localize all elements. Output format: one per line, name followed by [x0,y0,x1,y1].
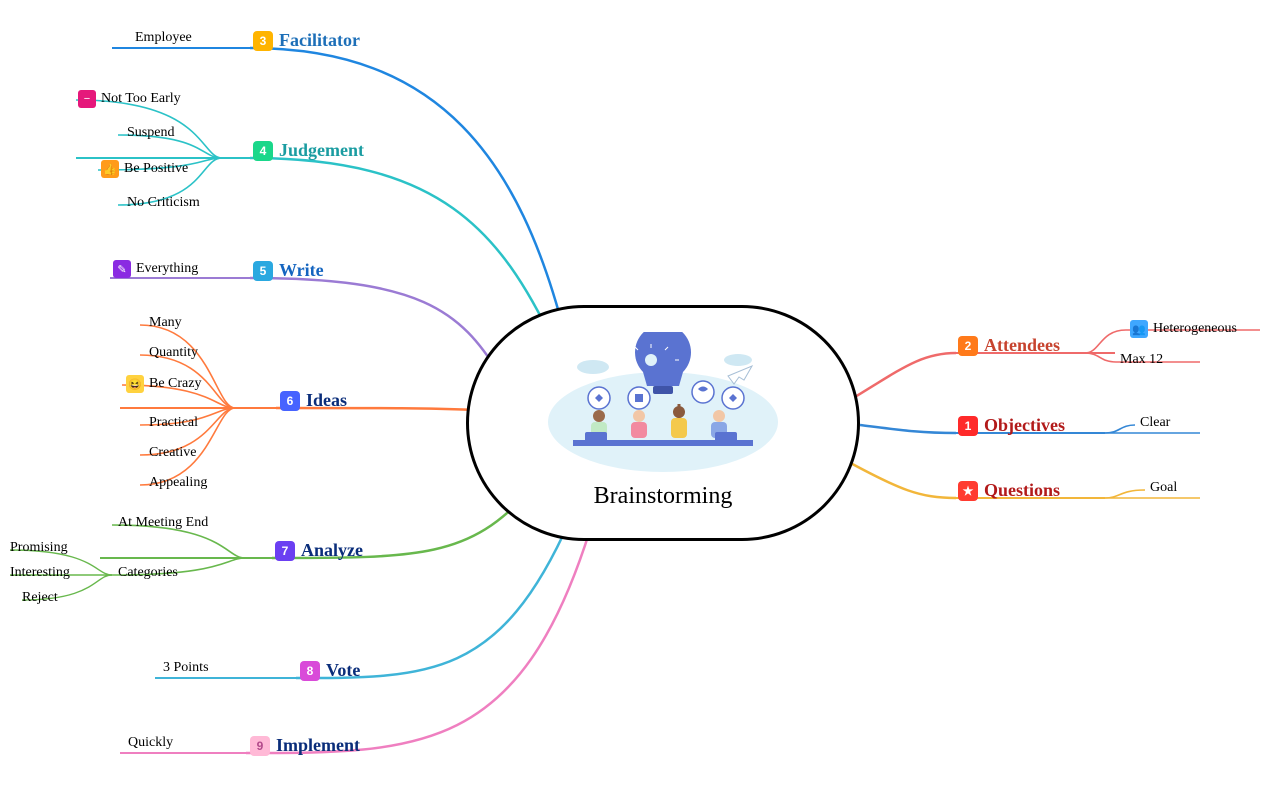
branch-implement[interactable]: 9 Implement [250,735,360,756]
branch-label: Objectives [984,415,1065,436]
branch-label: Attendees [984,335,1060,356]
leaf-no-criticism[interactable]: No Criticism [127,195,200,211]
branch-label: Ideas [306,390,347,411]
leaf-interesting[interactable]: Interesting [10,565,70,581]
leaf-practical[interactable]: Practical [149,415,198,431]
branch-vote[interactable]: 8 Vote [300,660,360,681]
leaf-categories[interactable]: Categories [118,565,178,581]
leaf-employee[interactable]: Employee [135,30,192,46]
branch-write[interactable]: 5 Write [253,260,324,281]
branch-objectives[interactable]: 1 Objectives [958,415,1065,436]
number-badge: 3 [253,31,273,51]
leaf-many[interactable]: Many [149,315,182,331]
leaf-suspend[interactable]: Suspend [127,125,174,141]
leaf-quantity[interactable]: Quantity [149,345,198,361]
leaf-quickly[interactable]: Quickly [128,735,173,751]
pencil-icon: ✎ [113,260,131,278]
people-icon: 👥 [1130,320,1148,338]
leaf-heterogeneous[interactable]: 👥Heterogeneous [1130,320,1237,338]
number-badge: 8 [300,661,320,681]
branch-label: Implement [276,735,360,756]
laugh-icon: 😆 [126,375,144,393]
branch-judgement[interactable]: 4 Judgement [253,140,364,161]
branch-analyze[interactable]: 7 Analyze [275,540,363,561]
branch-label: Analyze [301,540,363,561]
branch-label: Judgement [279,140,364,161]
leaf-creative[interactable]: Creative [149,445,196,461]
minus-icon: − [78,90,96,108]
leaf-max-12[interactable]: Max 12 [1120,352,1163,368]
number-badge: 4 [253,141,273,161]
number-badge: 9 [250,736,270,756]
branch-label: Facilitator [279,30,360,51]
leaf-reject[interactable]: Reject [22,590,58,606]
center-title: Brainstorming [469,483,857,510]
branch-label: Vote [326,660,360,681]
branch-ideas[interactable]: 6 Ideas [280,390,347,411]
branch-facilitator[interactable]: 3 Facilitator [253,30,360,51]
number-badge: 7 [275,541,295,561]
number-badge: 1 [958,416,978,436]
number-badge: 6 [280,391,300,411]
branch-label: Write [279,260,324,281]
center-illustration [533,332,793,472]
branch-questions[interactable]: ★ Questions [958,480,1060,501]
leaf-not-too-early[interactable]: −Not Too Early [78,90,181,108]
leaf-everything[interactable]: ✎Everything [113,260,198,278]
branch-label: Questions [984,480,1060,501]
center-node[interactable]: Brainstorming [466,305,860,541]
leaf-at-meeting-end[interactable]: At Meeting End [118,515,208,531]
leaf-be-positive[interactable]: 👍Be Positive [101,160,188,178]
leaf-promising[interactable]: Promising [10,540,68,556]
branch-attendees[interactable]: 2 Attendees [958,335,1060,356]
number-badge: 2 [958,336,978,356]
leaf-goal[interactable]: Goal [1150,480,1177,496]
leaf-appealing[interactable]: Appealing [149,475,207,491]
number-badge: 5 [253,261,273,281]
leaf-clear[interactable]: Clear [1140,415,1170,431]
star-badge: ★ [958,481,978,501]
leaf-be-crazy[interactable]: 😆Be Crazy [126,375,201,393]
leaf-3-points[interactable]: 3 Points [163,660,209,676]
thumbs-up-icon: 👍 [101,160,119,178]
